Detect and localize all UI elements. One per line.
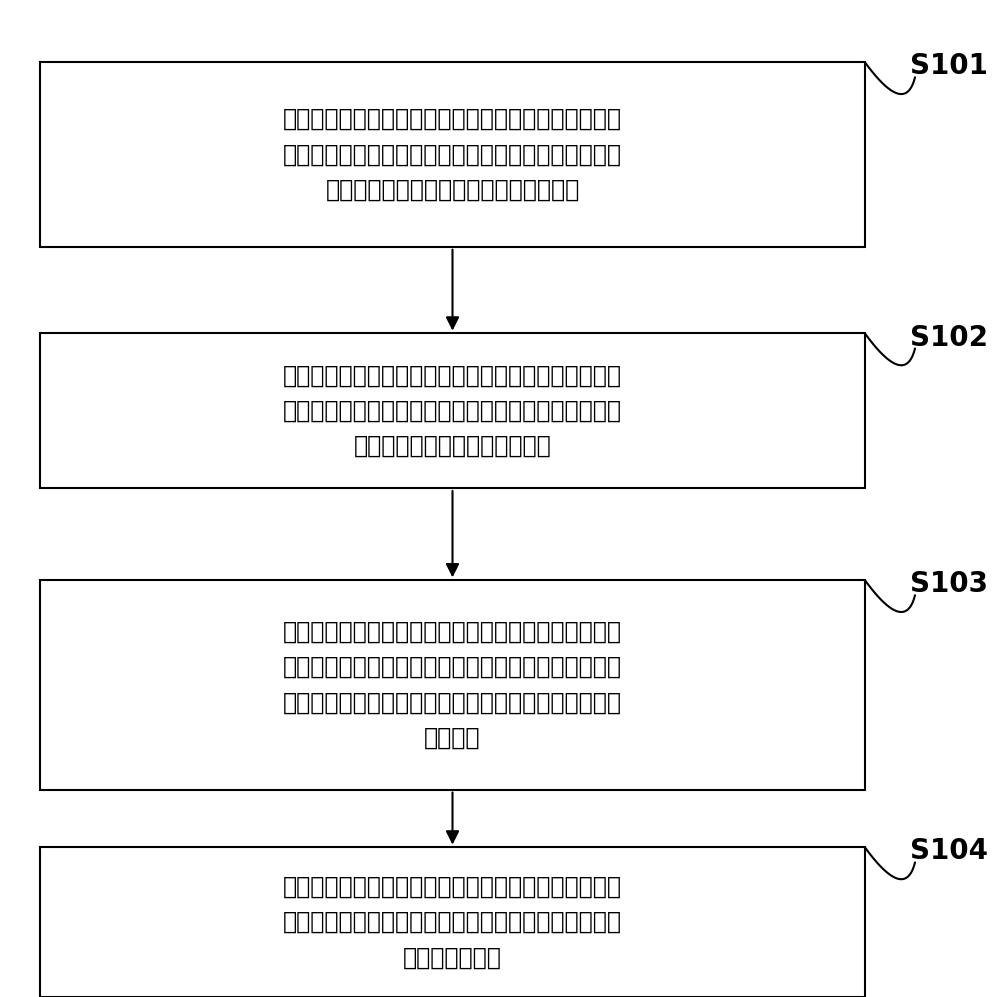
Bar bbox=[40, 63, 865, 247]
Text: S101: S101 bbox=[910, 53, 988, 81]
Bar bbox=[40, 334, 865, 489]
Text: S103: S103 bbox=[910, 570, 988, 598]
Text: S102: S102 bbox=[910, 324, 988, 352]
Text: 基于定直流电压端的交流母线电压和定频率控制端的交
流母线电压分别确定定直流电压端外环电流限幅值变化
率和定频率控制端外环电流限幅值变化率: 基于定直流电压端的交流母线电压和定频率控制端的交 流母线电压分别确定定直流电压端… bbox=[283, 107, 622, 202]
Text: 基于定直流电压端限幅值限值确定定直流电压端内环电
流控制器输出值，并基于定直流电压端限幅值限值和定
频率控制端限幅值限值确定定频率控制端内环电流控制
器输出值: 基于定直流电压端限幅值限值确定定直流电压端内环电 流控制器输出值，并基于定直流电… bbox=[283, 620, 622, 750]
Bar bbox=[40, 580, 865, 790]
Text: 基于定直流电压端外环电流限幅值变化率和定频率控制
端外环电流限幅值变化率分别确定定直流电压端限幅值
限值和定频率控制端限幅值限值: 基于定直流电压端外环电流限幅值变化率和定频率控制 端外环电流限幅值变化率分别确定… bbox=[283, 363, 622, 459]
Text: S104: S104 bbox=[910, 837, 988, 865]
Bar bbox=[40, 847, 865, 997]
Text: 基于定直流电压端内环电流控制器输出值和定频率控制
端内环电流控制器输出值对柔性直流输电系统交流侧故
障穿越进行控制: 基于定直流电压端内环电流控制器输出值和定频率控制 端内环电流控制器输出值对柔性直… bbox=[283, 874, 622, 970]
